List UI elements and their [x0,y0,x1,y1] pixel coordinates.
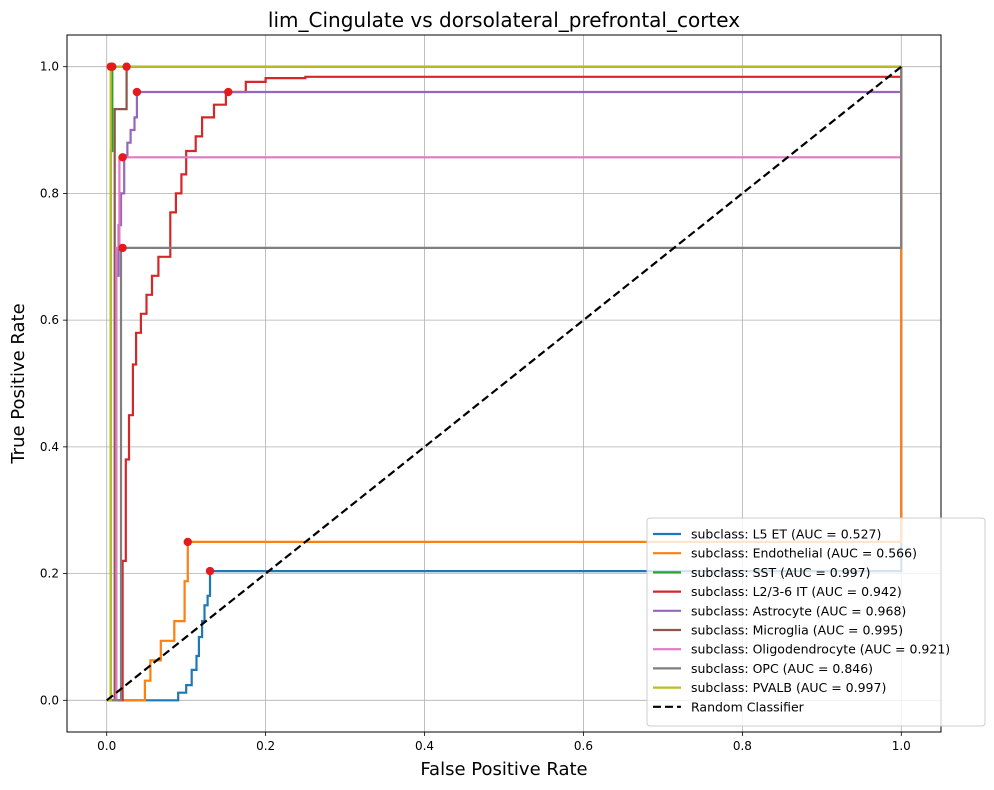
y-tick-label: 0.6 [40,313,59,327]
x-tick-label: 0.0 [97,739,116,753]
legend-label-9: Random Classifier [691,699,805,714]
optimal-threshold-marker-5 [122,62,131,71]
x-axis-label: False Positive Rate [420,759,587,780]
legend-label-2: subclass: SST (AUC = 0.997) [691,565,870,580]
chart-title: lim_Cingulate vs dorsolateral_prefrontal… [268,8,740,32]
marker-layer [106,62,233,576]
optimal-threshold-marker-0 [205,566,215,576]
y-tick-label: 1.0 [40,60,59,74]
plot-frame [66,34,942,733]
y-axis-label: True Positive Rate [8,303,29,464]
series-layer [106,65,903,702]
legend-label-1: subclass: Endothelial (AUC = 0.566) [691,546,917,561]
x-tick-label: 0.6 [574,739,593,753]
roc-curve-series-0 [106,66,903,702]
y-tick-label: 0.8 [40,186,59,200]
x-tick-label: 0.2 [256,739,275,753]
legend: subclass: L5 ET (AUC = 0.527) subclass: E… [646,517,986,727]
optimal-threshold-marker-3 [224,87,233,97]
legend-label-7: subclass: OPC (AUC = 0.846) [691,661,873,676]
y-tick-label: 0.0 [40,693,59,707]
legend-label-4: subclass: Astrocyte (AUC = 0.968) [691,603,906,618]
x-tick-label: 1.0 [892,739,911,753]
optimal-threshold-marker-1 [183,537,192,547]
optimal-threshold-marker-8 [106,62,115,71]
optimal-threshold-marker-7 [118,243,127,253]
roc-curve-series-4 [106,66,903,702]
y-tick-label: 0.2 [40,567,59,581]
tick-layer: 0.0 0.2 0.4 0.6 0.8 1.0 0.0 0.2 0.4 0.6 0.8 1.0 [40,60,911,753]
x-tick-label: 0.8 [733,739,752,753]
random-classifier-line [106,65,902,702]
legend-label-6: subclass: Oligodendrocyte (AUC = 0.921) [691,642,950,657]
legend-label-0: subclass: L5 ET (AUC = 0.527) [691,527,881,542]
x-tick-label: 0.4 [415,739,434,753]
legend-label-3: subclass: L2/3-6 IT (AUC = 0.942) [691,584,902,599]
legend-label-5: subclass: Microglia (AUC = 0.995) [691,623,903,638]
y-tick-label: 0.4 [40,440,59,454]
legend-label-8: subclass: PVALB (AUC = 0.997) [691,680,886,695]
optimal-threshold-marker-4 [132,87,142,97]
roc-curve-series-8 [106,65,902,702]
optimal-threshold-marker-6 [118,153,127,162]
legend-box [646,517,986,727]
roc-curve-series-1 [106,66,903,702]
